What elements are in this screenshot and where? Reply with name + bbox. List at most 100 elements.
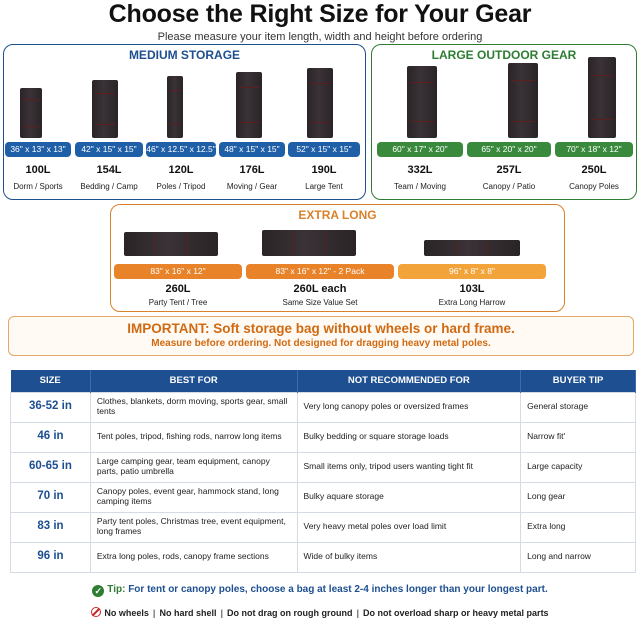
use-label: Large Tent xyxy=(305,182,343,191)
large-outdoor-heading: LARGE OUTDOOR GEAR xyxy=(431,48,577,62)
buyer-tip-cell: General storage xyxy=(520,391,636,423)
size-cell: 96 in xyxy=(10,541,91,573)
volume-label: 100L xyxy=(25,164,51,176)
bag-image xyxy=(508,63,538,138)
use-label: Dorm / Sports xyxy=(13,182,63,191)
not-recommended-cell: Very long canopy poles or oversized fram… xyxy=(296,391,522,423)
bag-image xyxy=(167,76,183,138)
column-header: NOT RECOMMENDED FOR xyxy=(297,370,522,392)
not-recommended-cell: Very heavy metal poles over load limit xyxy=(296,511,522,543)
volume-label: 120L xyxy=(168,164,194,176)
use-label: Moving / Gear xyxy=(226,182,278,191)
column-header: SIZE xyxy=(10,370,91,392)
best-for-cell: Clothes, blankets, dorm moving, sports g… xyxy=(89,391,298,423)
warning-item: Do not drag on rough ground xyxy=(227,608,353,618)
extra-long-heading: EXTRA LONG xyxy=(298,208,377,222)
important-line-2: Measure before ordering. Not designed fo… xyxy=(151,338,491,349)
extra-long-panel: EXTRA LONG xyxy=(110,204,565,312)
table-row: 96 in Extra long poles, rods, canopy fra… xyxy=(10,541,636,573)
not-recommended-cell: Wide of bulky items xyxy=(296,541,522,573)
size-pill: 48" x 15" x 15" xyxy=(219,142,285,157)
check-circle-icon: ✓ xyxy=(92,585,105,597)
use-label: Extra Long Harrow xyxy=(438,298,506,307)
bag-image xyxy=(307,68,333,138)
volume-label: 176L xyxy=(239,164,265,176)
tip-line: ✓ Tip: For tent or canopy poles, choose a… xyxy=(0,584,640,597)
best-for-cell: Canopy poles, event gear, hammock stand,… xyxy=(89,481,298,513)
size-cell: 60-65 in xyxy=(10,451,91,483)
use-label: Poles / Tripod xyxy=(156,182,206,191)
page-title: Choose the Right Size for Your Gear xyxy=(108,0,532,28)
best-for-cell: Extra long poles, rods, canopy frame sec… xyxy=(89,541,298,573)
bag-image xyxy=(92,80,118,138)
warning-item: No hard shell xyxy=(159,608,217,618)
volume-label: 332L xyxy=(407,164,433,176)
table-row: 36-52 in Clothes, blankets, dorm moving,… xyxy=(10,391,636,423)
table-row: 83 in Party tent poles, Christmas tree, … xyxy=(10,511,636,543)
size-pill: 42" x 15" x 15" xyxy=(75,142,143,157)
separator: | xyxy=(220,608,223,618)
use-label: Party Tent / Tree xyxy=(148,298,208,307)
not-recommended-cell: Bulky bedding or square storage loads xyxy=(296,421,522,453)
size-guide-table: SIZE BEST FOR NOT RECOMMENDED FOR BUYER … xyxy=(10,370,636,573)
medium-storage-panel: MEDIUM STORAGE xyxy=(3,44,366,200)
use-label: Canopy Poles xyxy=(569,182,619,191)
volume-label: 250L xyxy=(581,164,607,176)
volume-label: 260L each xyxy=(293,283,347,295)
size-pill: 60" x 17" x 20" xyxy=(377,142,463,157)
volume-label: 154L xyxy=(96,164,122,176)
size-pill: 65" x 20" x 20" xyxy=(467,142,551,157)
best-for-cell: Tent poles, tripod, fishing rods, narrow… xyxy=(89,421,298,453)
size-pill: 46" x 12.5" x 12.5" xyxy=(146,142,216,157)
not-recommended-cell: Small items only, tripod users wanting t… xyxy=(296,451,522,483)
warning-item: Do not overload sharp or heavy metal par… xyxy=(363,608,549,618)
separator: | xyxy=(152,608,156,618)
best-for-cell: Large camping gear, team equipment, cano… xyxy=(89,451,298,483)
buyer-tip-cell: Extra long xyxy=(520,511,636,543)
volume-label: 260L xyxy=(165,283,191,295)
not-recommended-cell: Bulky aquare storage xyxy=(296,481,522,513)
buyer-tip-cell: Long and narrow xyxy=(520,541,636,573)
tip-text: For tent or canopy poles, choose a bag a… xyxy=(128,584,548,595)
bag-image xyxy=(262,230,356,256)
separator: | xyxy=(356,608,360,618)
bag-image xyxy=(424,240,520,256)
size-pill: 36" x 13" x 13" xyxy=(5,142,71,157)
column-header: BUYER TIP xyxy=(520,370,636,392)
large-outdoor-panel: LARGE OUTDOOR GEAR xyxy=(371,44,637,200)
volume-label: 190L xyxy=(311,164,337,176)
column-header: BEST FOR xyxy=(90,370,298,392)
buyer-tip-cell: Large capacity xyxy=(520,451,636,483)
tip-label: Tip: xyxy=(107,584,126,595)
important-line-1: IMPORTANT: Soft storage bag without whee… xyxy=(127,321,515,336)
use-label: Canopy / Patio xyxy=(482,182,536,191)
bag-image xyxy=(588,57,616,138)
warning-line: No wheels | No hard shell | Do not drag on r… xyxy=(0,607,640,618)
buyer-tip-cell: Long gear xyxy=(520,481,636,513)
size-cell: 36-52 in xyxy=(10,391,91,423)
use-label: Same Size Value Set xyxy=(282,298,358,307)
prohibited-icon xyxy=(91,607,102,617)
volume-label: 257L xyxy=(496,164,522,176)
table-row: 46 in Tent poles, tripod, fishing rods, … xyxy=(10,421,636,453)
size-pill: 83" x 16" x 12" - 2 Pack xyxy=(246,264,394,279)
table-row: 70 in Canopy poles, event gear, hammock … xyxy=(10,481,636,513)
size-pill: 96" x 8" x 8" xyxy=(398,264,546,279)
use-label: Bedding / Camp xyxy=(80,182,138,191)
warning-item: No wheels xyxy=(104,608,149,618)
table-header-row: SIZE BEST FOR NOT RECOMMENDED FOR BUYER … xyxy=(10,370,636,392)
bag-image xyxy=(236,72,262,138)
medium-storage-heading: MEDIUM STORAGE xyxy=(128,48,241,62)
size-cell: 70 in xyxy=(10,481,91,513)
best-for-cell: Party tent poles, Christmas tree, event … xyxy=(89,511,298,543)
bag-image xyxy=(124,232,218,256)
size-pill: 83" x 16" x 12" xyxy=(114,264,242,279)
size-pill: 70" x 18" x 12" xyxy=(555,142,633,157)
use-label: Team / Moving xyxy=(393,182,447,191)
table-row: 60-65 in Large camping gear, team equipm… xyxy=(10,451,636,483)
size-pill: 52" x 15" x 15" xyxy=(288,142,360,157)
size-cell: 46 in xyxy=(10,421,91,453)
volume-label: 103L xyxy=(459,283,485,295)
buyer-tip-cell: Narrow fit' xyxy=(520,421,636,453)
size-cell: 83 in xyxy=(10,511,91,543)
